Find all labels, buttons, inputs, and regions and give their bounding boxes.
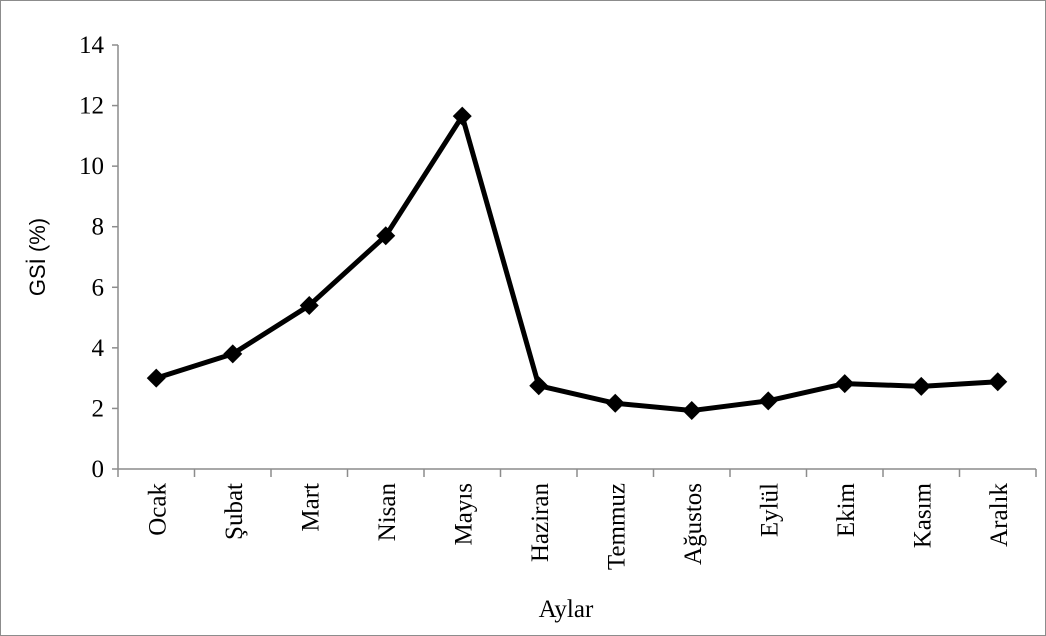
x-axis: Ocak Şubat Mart Nisan Mayıs Haziran Temmuz Ağus… bbox=[117, 468, 1037, 570]
x-tick-label: Eylül bbox=[756, 483, 783, 537]
series-line bbox=[153, 113, 1001, 414]
y-tick-label: 0 bbox=[92, 456, 105, 483]
x-tick-label: Aralık bbox=[986, 483, 1013, 547]
x-tick-label: Nisan bbox=[374, 483, 401, 542]
y-axis: 0 2 4 6 8 10 12 14 bbox=[79, 32, 119, 483]
y-tick-label: 4 bbox=[92, 335, 105, 362]
y-tick-label: 2 bbox=[92, 395, 105, 422]
data-point-marker bbox=[682, 401, 702, 421]
x-tick-label: Ocak bbox=[144, 483, 171, 536]
y-tick-label: 10 bbox=[79, 153, 104, 180]
x-tick-label: Temmuz bbox=[603, 483, 630, 570]
x-tick-label: Kasım bbox=[909, 482, 936, 548]
y-axis-title: GSİ (%) bbox=[25, 218, 50, 296]
x-tick-label: Ağustos bbox=[680, 483, 707, 565]
x-tick-label: Mayıs bbox=[450, 483, 477, 546]
x-tick-label: Haziran bbox=[527, 483, 554, 563]
data-point-marker bbox=[529, 376, 549, 396]
data-point-marker bbox=[146, 368, 166, 388]
data-point-marker bbox=[835, 374, 855, 394]
data-point-marker bbox=[988, 372, 1008, 392]
data-point-marker bbox=[758, 391, 778, 411]
series-layer bbox=[146, 106, 1008, 421]
data-point-marker bbox=[223, 344, 243, 364]
data-point-marker bbox=[452, 106, 472, 126]
y-tick-label: 12 bbox=[79, 93, 104, 120]
x-tick-label: Mart bbox=[297, 483, 324, 532]
x-axis-title: Aylar bbox=[539, 596, 594, 623]
y-tick-label: 8 bbox=[92, 214, 105, 241]
x-tick-label: Şubat bbox=[221, 483, 248, 540]
data-point-marker bbox=[605, 393, 625, 413]
data-point-marker bbox=[299, 295, 319, 315]
data-point-marker bbox=[911, 376, 931, 396]
y-tick-label: 14 bbox=[79, 32, 105, 59]
x-tick-label: Ekim bbox=[833, 482, 860, 537]
y-tick-label: 6 bbox=[92, 274, 105, 301]
data-point-marker bbox=[376, 226, 396, 246]
